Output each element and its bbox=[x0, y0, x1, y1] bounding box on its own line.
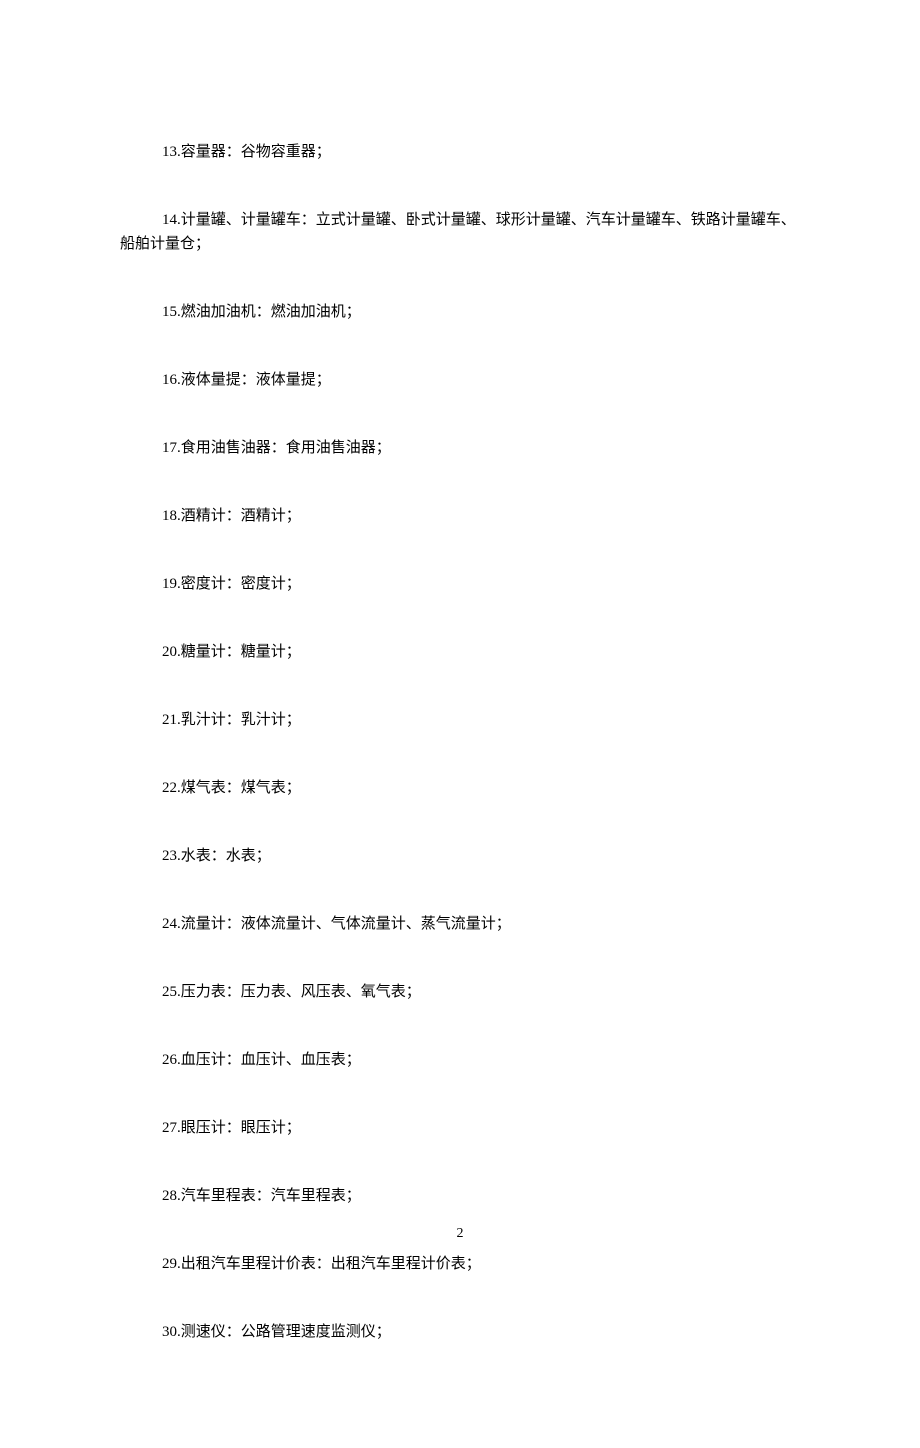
list-item: 17.食用油售油器：食用油售油器； bbox=[120, 436, 800, 460]
list-item: 16.液体量提：液体量提； bbox=[120, 368, 800, 392]
list-item: 27.眼压计：眼压计； bbox=[120, 1116, 800, 1140]
page-number: 2 bbox=[0, 1226, 920, 1242]
list-item: 24.流量计：液体流量计、气体流量计、蒸气流量计； bbox=[120, 912, 800, 936]
list-item: 20.糖量计：糖量计； bbox=[120, 640, 800, 664]
list-item: 19.密度计：密度计； bbox=[120, 572, 800, 596]
list-item: 30.测速仪：公路管理速度监测仪； bbox=[120, 1320, 800, 1344]
list-item: 29.出租汽车里程计价表：出租汽车里程计价表； bbox=[120, 1252, 800, 1276]
list-item: 15.燃油加油机：燃油加油机； bbox=[120, 300, 800, 324]
list-item: 28.汽车里程表：汽车里程表； bbox=[120, 1184, 800, 1208]
list-item: 18.酒精计：酒精计； bbox=[120, 504, 800, 528]
list-item: 26.血压计：血压计、血压表； bbox=[120, 1048, 800, 1072]
list-item: 22.煤气表：煤气表； bbox=[120, 776, 800, 800]
list-item: 13.容量器：谷物容重器； bbox=[120, 140, 800, 164]
list-item: 23.水表：水表； bbox=[120, 844, 800, 868]
list-item: 14.计量罐、计量罐车：立式计量罐、卧式计量罐、球形计量罐、汽车计量罐车、铁路计… bbox=[120, 208, 800, 256]
list-item: 25.压力表：压力表、风压表、氧气表； bbox=[120, 980, 800, 1004]
list-item: 21.乳汁计：乳汁计； bbox=[120, 708, 800, 732]
